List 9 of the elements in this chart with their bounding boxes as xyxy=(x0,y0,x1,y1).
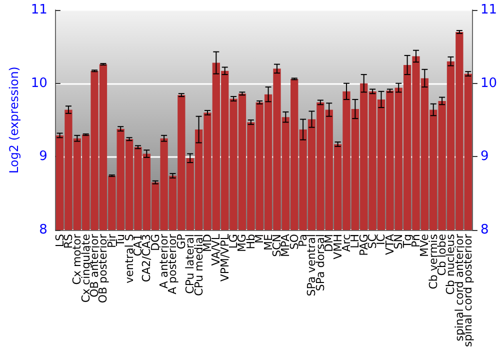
y-axis-title: Log2 (expression) xyxy=(7,66,21,174)
y2-tick-label: 9 xyxy=(480,149,489,164)
y2-tick-label: 10 xyxy=(480,76,498,91)
y2-tick-label: 8 xyxy=(480,222,489,238)
y-tick-label: 8 xyxy=(39,222,48,238)
y-tick-label: 10 xyxy=(30,76,48,91)
y-tick-label: 11 xyxy=(30,2,48,18)
y-tick-label: 9 xyxy=(39,149,48,164)
y2-tick-label: 11 xyxy=(480,2,498,18)
